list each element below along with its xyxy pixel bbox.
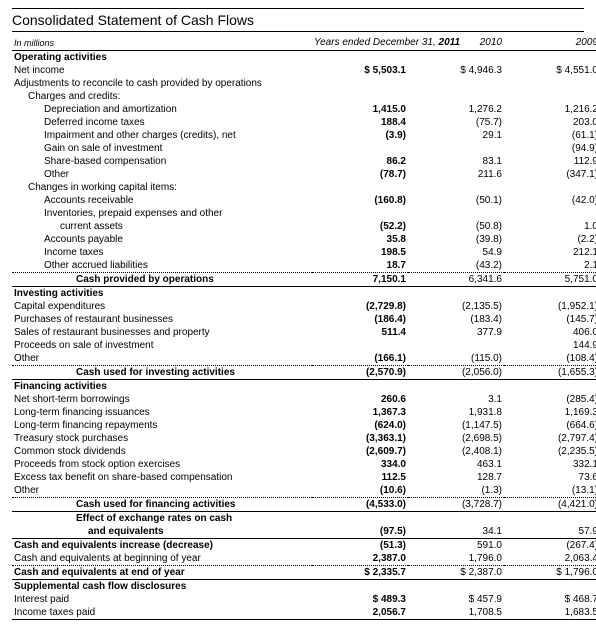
table-row: Other(78.7)211.6(347.1)	[12, 168, 596, 181]
table-row: and equivalents(97.5)34.157.9	[12, 525, 596, 539]
table-row: Inventories, prepaid expenses and other	[12, 207, 596, 220]
table-row: Gain on sale of investment(94.9)	[12, 142, 596, 155]
statement-title: Consolidated Statement of Cash Flows	[12, 8, 584, 32]
table-row: Cash and equivalents at end of year$ 2,3…	[12, 566, 596, 580]
table-row: Other(10.6)(1.3)(13.1)	[12, 484, 596, 498]
years-ended-label: Years ended December 31, 2011	[312, 36, 408, 51]
table-row: Share-based compensation86.283.1112.9	[12, 155, 596, 168]
table-row: Capital expenditures(2,729.8)(2,135.5)(1…	[12, 300, 596, 313]
table-row: Cash and equivalents increase (decrease)…	[12, 539, 596, 553]
table-row: Depreciation and amortization1,415.01,27…	[12, 103, 596, 116]
table-row: Common stock dividends(2,609.7)(2,408.1)…	[12, 445, 596, 458]
table-row: Cash used for investing activities(2,570…	[12, 366, 596, 380]
table-row: Interest paid$ 489.3$ 457.9$ 468.7	[12, 593, 596, 606]
table-row: Net short-term borrowings260.63.1(285.4)	[12, 393, 596, 406]
table-row: Accounts receivable(160.8)(50.1)(42.0)	[12, 194, 596, 207]
supplemental-head: Supplemental cash flow disclosures	[12, 580, 312, 594]
financing-head: Financing activities	[12, 380, 312, 394]
table-row: Proceeds from stock option exercises334.…	[12, 458, 596, 471]
table-row: current assets(52.2)(50.8)1.0	[12, 220, 596, 233]
units-label: In millions	[12, 36, 312, 51]
table-row: Excess tax benefit on share-based compen…	[12, 471, 596, 484]
table-row: Proceeds on sale of investment144.9	[12, 339, 596, 352]
investing-head: Investing activities	[12, 287, 312, 301]
table-row: Treasury stock purchases(3,363.1)(2,698.…	[12, 432, 596, 445]
cashflow-table: In millions Years ended December 31, 201…	[12, 36, 596, 620]
table-row: Other accrued liabilities18.7(43.2)2.1	[12, 259, 596, 273]
table-row: Effect of exchange rates on cash	[12, 512, 596, 526]
table-row: Impairment and other charges (credits), …	[12, 129, 596, 142]
table-row: Purchases of restaurant businesses(186.4…	[12, 313, 596, 326]
table-row: Deferred income taxes188.4(75.7)203.0	[12, 116, 596, 129]
table-row: Adjustments to reconcile to cash provide…	[12, 77, 596, 90]
table-row: Cash used for financing activities(4,533…	[12, 498, 596, 512]
table-row: Income taxes paid2,056.71,708.51,683.5	[12, 606, 596, 620]
table-row: Charges and credits:	[12, 90, 596, 103]
table-row: Cash and equivalents at beginning of yea…	[12, 552, 596, 566]
table-row: Changes in working capital items:	[12, 181, 596, 194]
table-row: Sales of restaurant businesses and prope…	[12, 326, 596, 339]
table-row: Long-term financing issuances1,367.31,93…	[12, 406, 596, 419]
operating-head: Operating activities	[12, 51, 312, 65]
year-3: 2009	[504, 36, 596, 51]
table-row: Accounts payable35.8(39.8)(2.2)	[12, 233, 596, 246]
table-row: Long-term financing repayments(624.0)(1,…	[12, 419, 596, 432]
table-row: Income taxes198.554.9212.1	[12, 246, 596, 259]
table-row: Cash provided by operations7,150.16,341.…	[12, 273, 596, 287]
table-row: Net income$ 5,503.1$ 4,946.3$ 4,551.0	[12, 64, 596, 77]
table-row: Other(166.1)(115.0)(108.4)	[12, 352, 596, 366]
